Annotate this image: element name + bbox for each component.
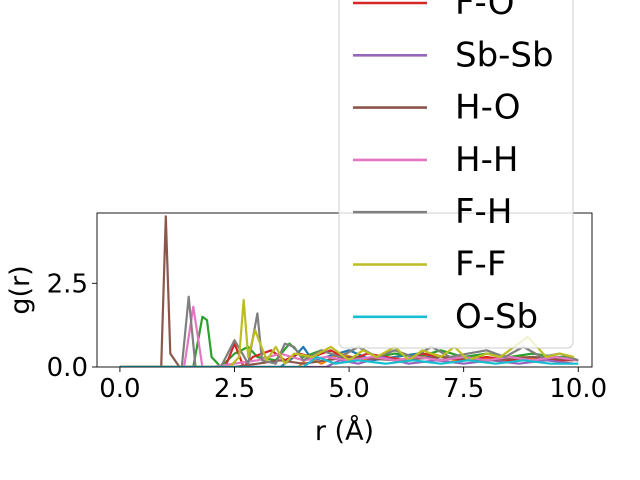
series-line-f-f [119, 298, 574, 367]
y-tick-label: 2.5 [47, 269, 88, 299]
x-tick-label: 0.0 [99, 374, 140, 404]
series-layer [119, 215, 579, 367]
legend-label: O-Sb [455, 297, 538, 337]
x-axis-label: r (Å) [315, 415, 374, 447]
legend-label: F-H [455, 192, 512, 232]
legend-label: F-O [455, 0, 515, 23]
legend-label: H-O [455, 88, 521, 128]
axis-ticks: 0.0 2.5 5.0 7.5 10.0 0.0 2.5 [47, 269, 608, 404]
y-tick-label: 0.0 [47, 353, 88, 383]
legend-frame [338, 0, 574, 349]
series-line-f-h [119, 295, 579, 367]
y-axis-label: g(r) [5, 265, 36, 314]
series-line-o-sb [119, 355, 579, 367]
legend-label: F-F [455, 245, 506, 285]
x-tick-label: 5.0 [328, 374, 369, 404]
legend: F-O Sb-Sb H-O H-H F-H F-F O-Sb [338, 0, 574, 349]
x-tick-label: 7.5 [443, 374, 484, 404]
legend-label: H-H [455, 140, 518, 180]
legend-label: Sb-Sb [455, 35, 554, 75]
x-tick-label: 10.0 [549, 374, 607, 404]
x-tick-label: 2.5 [214, 374, 255, 404]
